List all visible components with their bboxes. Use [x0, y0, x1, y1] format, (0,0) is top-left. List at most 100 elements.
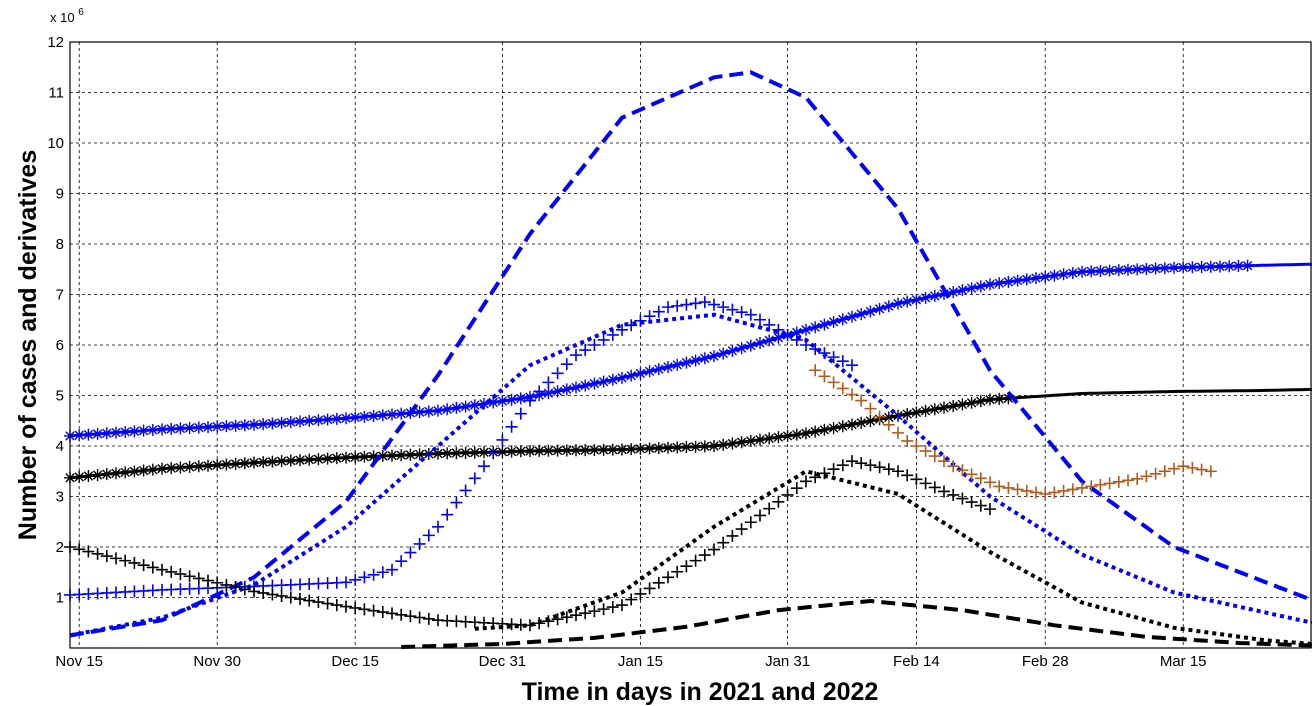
- data-point: [836, 382, 849, 395]
- data-point: [1085, 480, 1098, 493]
- data-point: [956, 464, 969, 477]
- data-point: [441, 508, 454, 521]
- data-point: [404, 546, 417, 559]
- data-point: [928, 450, 941, 463]
- data-point: [386, 563, 398, 576]
- data-point: [689, 297, 702, 310]
- data-point: [542, 387, 555, 400]
- series-4: [69, 312, 1312, 638]
- data-point: [754, 313, 766, 326]
- data-point: [1039, 487, 1052, 500]
- data-point: [459, 446, 472, 459]
- data-point: [119, 425, 132, 438]
- data-point: [680, 441, 693, 454]
- data-point: [827, 315, 840, 328]
- data-point: [404, 610, 417, 623]
- y-axis-label: Number of cases and derivatives: [14, 150, 42, 540]
- data-point: [340, 600, 352, 613]
- data-point: [616, 599, 628, 612]
- data-point: [855, 416, 868, 429]
- data-point: [919, 445, 932, 458]
- series-8: [64, 455, 996, 632]
- x-tick-labels: Nov 15 Nov 30 Dec 15 Dec 31 Jan 15 Jan 31 Feb …: [55, 653, 1206, 670]
- data-point: [303, 453, 316, 466]
- data-point: [1122, 263, 1134, 276]
- data-point: [662, 301, 674, 314]
- data-point: [689, 354, 702, 367]
- data-point: [735, 436, 748, 449]
- data-point: [422, 529, 435, 542]
- data-point: [625, 369, 638, 382]
- data-point: [864, 415, 877, 428]
- data-point: [330, 412, 343, 425]
- data-point: [570, 609, 582, 622]
- data-point: [579, 444, 592, 457]
- data-point: [1011, 274, 1024, 287]
- data-point: [726, 303, 739, 316]
- data-point: [100, 550, 113, 563]
- data-point: [248, 418, 260, 431]
- data-point: [202, 421, 214, 434]
- series-3: [69, 70, 1312, 638]
- data-point: [220, 420, 233, 433]
- data-point: [947, 488, 960, 501]
- data-point: [1048, 486, 1061, 499]
- data-point: [478, 460, 490, 473]
- x-tick-label: Jan 31: [765, 653, 810, 670]
- data-point: [358, 450, 371, 463]
- data-point: [919, 291, 932, 304]
- data-point: [634, 314, 647, 327]
- data-point: [928, 481, 941, 494]
- data-point: [744, 308, 757, 321]
- data-point: [910, 406, 923, 419]
- series-1: [64, 259, 1312, 442]
- data-point: [192, 421, 205, 434]
- data-point: [146, 463, 159, 476]
- y-tick-label: 3: [56, 489, 64, 506]
- data-point: [312, 596, 325, 609]
- data-point: [708, 440, 720, 452]
- data-point: [386, 607, 398, 620]
- data-point: [698, 352, 711, 365]
- data-point: [542, 615, 555, 628]
- data-point: [1149, 262, 1162, 275]
- data-point: [395, 449, 408, 462]
- data-point: [790, 482, 803, 495]
- data-point: [146, 561, 159, 574]
- data-point: [643, 310, 656, 323]
- data-point: [928, 403, 941, 416]
- data-point: [321, 413, 334, 426]
- data-point: [275, 416, 288, 429]
- data-point: [855, 394, 868, 407]
- y-tick-label: 8: [56, 236, 64, 253]
- data-point: [809, 343, 822, 356]
- data-point: [717, 301, 730, 314]
- data-point: [1241, 259, 1254, 272]
- data-point: [266, 417, 279, 430]
- data-point: [468, 446, 481, 459]
- y-multiplier-exponent: 6: [78, 7, 84, 18]
- data-point: [1204, 465, 1217, 478]
- data-point: [855, 308, 868, 321]
- data-point: [248, 456, 260, 469]
- data-point: [1223, 260, 1236, 273]
- data-point: [800, 427, 812, 440]
- data-point: [1177, 460, 1190, 473]
- data-point: [202, 459, 214, 472]
- data-point: [1066, 267, 1079, 280]
- data-point: [772, 331, 785, 344]
- data-point: [818, 423, 831, 436]
- data-point: [993, 392, 1006, 405]
- x-tick-label: Dec 15: [331, 653, 379, 670]
- data-point: [1094, 264, 1107, 277]
- data-point: [238, 583, 251, 596]
- data-point: [229, 581, 242, 594]
- data-point: [597, 443, 610, 456]
- data-point: [938, 485, 950, 498]
- data-point: [579, 607, 592, 620]
- data-point: [91, 469, 104, 482]
- data-point: [652, 363, 665, 376]
- data-point: [450, 401, 463, 414]
- data-point: [1057, 268, 1070, 281]
- data-point: [846, 455, 858, 468]
